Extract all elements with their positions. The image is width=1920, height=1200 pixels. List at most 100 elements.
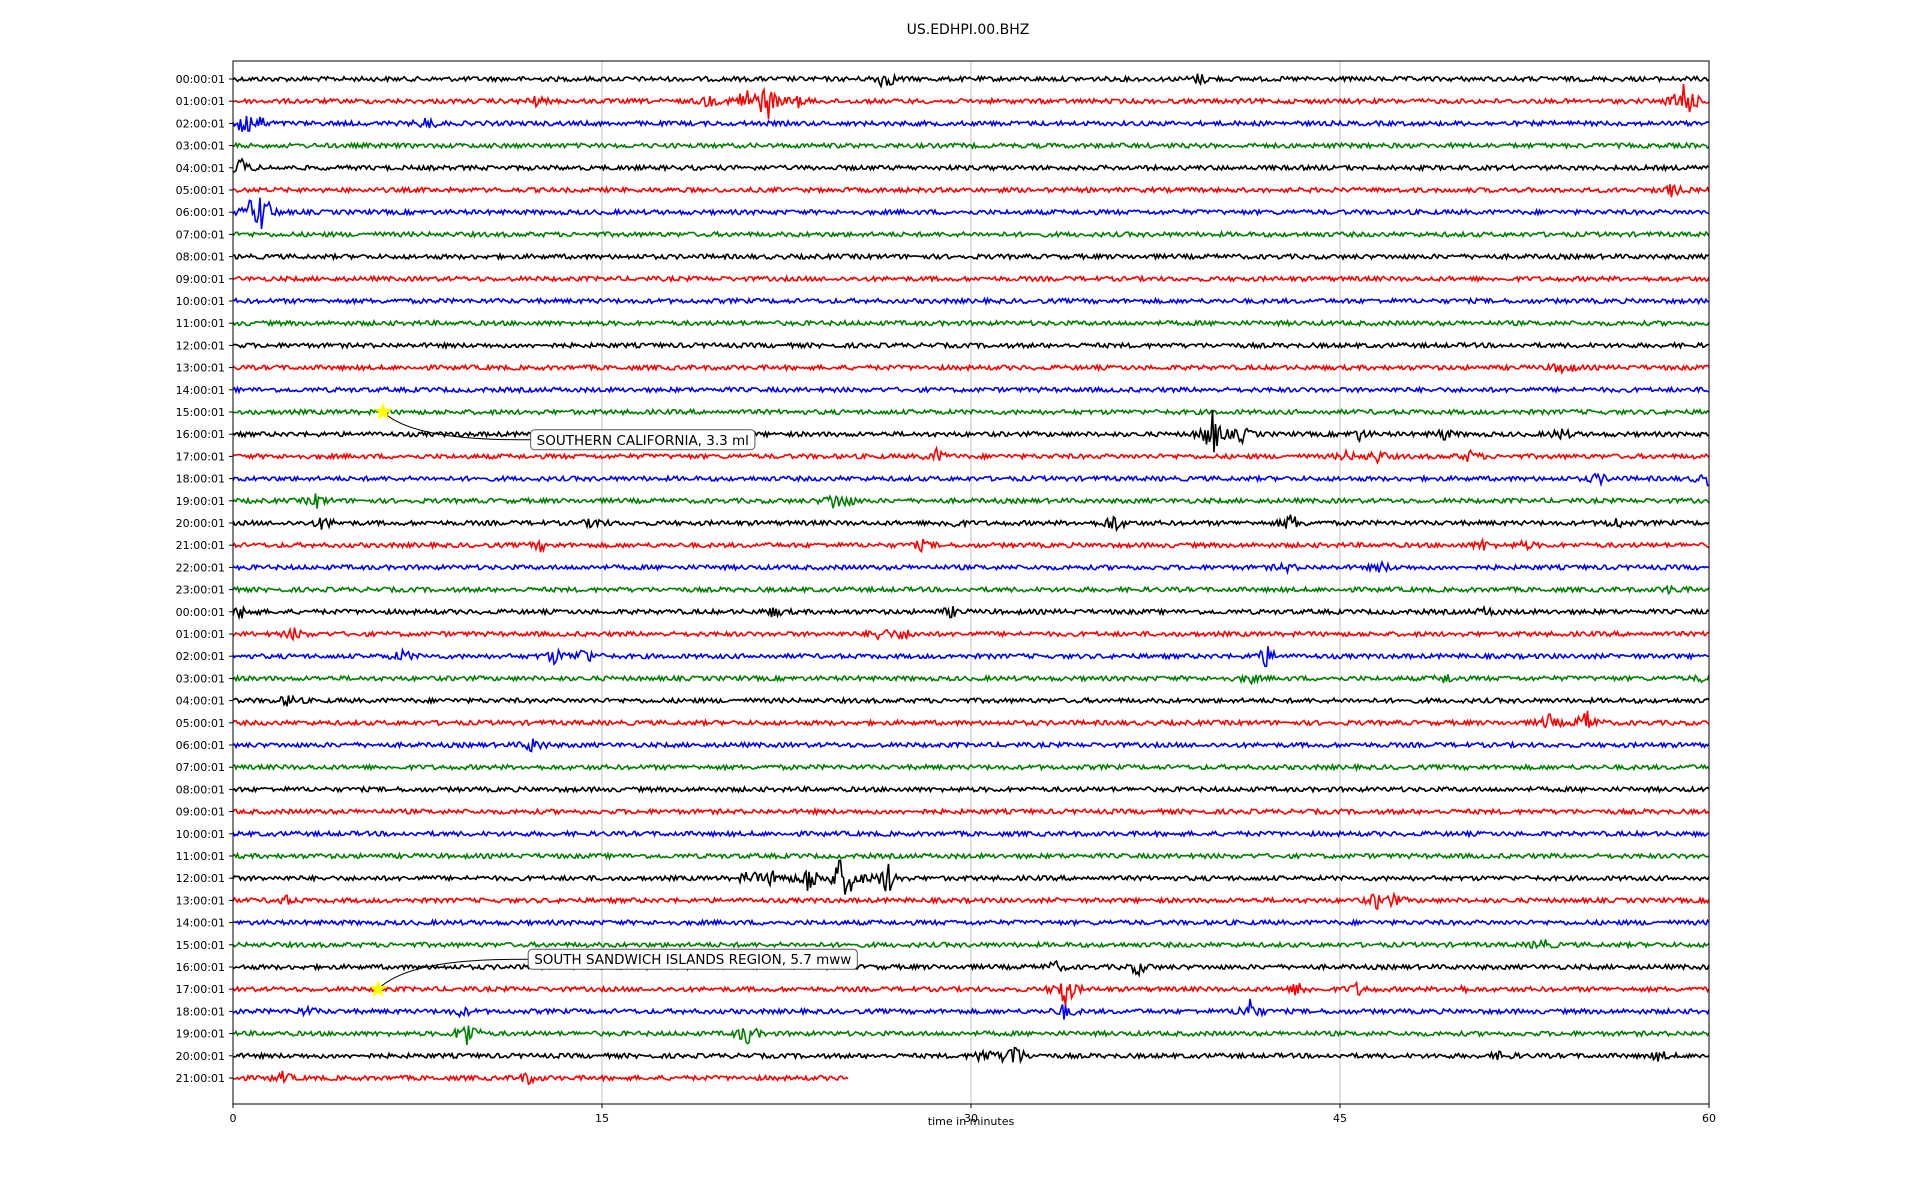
- annotation-text: SOUTHERN CALIFORNIA, 3.3 ml: [537, 433, 749, 449]
- annotation-label-0: SOUTHERN CALIFORNIA, 3.3 ml: [530, 429, 756, 451]
- trace-row-36: [232, 859, 1710, 895]
- y-tick-label: 20:00:01: [176, 517, 225, 530]
- trace-row-12: [232, 340, 1710, 351]
- y-tick-label: 04:00:01: [176, 162, 225, 175]
- trace-row-10: [232, 296, 1710, 306]
- trace-row-37: [232, 891, 1710, 911]
- chart-title: US.EDHPI.00.BHZ: [907, 22, 1030, 38]
- y-tick-label: 23:00:01: [176, 584, 225, 597]
- y-tick-label: 01:00:01: [176, 628, 225, 641]
- y-tick-label: 19:00:01: [176, 495, 225, 508]
- trace-row-42: [232, 998, 1710, 1020]
- trace-row-30: [232, 738, 1710, 753]
- trace-layer: [232, 72, 1710, 1086]
- event-star-marker-1: [369, 979, 387, 997]
- y-tick-label: 16:00:01: [176, 961, 225, 974]
- y-tick-label: 11:00:01: [176, 850, 225, 863]
- y-tick-label: 10:00:01: [176, 828, 225, 841]
- y-tick-label: 14:00:01: [176, 917, 225, 930]
- trace-row-2: [232, 115, 1710, 132]
- trace-row-5: [232, 183, 1710, 198]
- y-tick-label: 18:00:01: [176, 1005, 225, 1018]
- y-tick-label: 03:00:01: [176, 140, 225, 153]
- trace-row-20: [232, 514, 1710, 533]
- trace-row-43: [232, 1025, 1710, 1046]
- trace-row-7: [232, 229, 1710, 239]
- trace-row-11: [232, 318, 1710, 328]
- annotation-label-1: SOUTH SANDWICH ISLANDS REGION, 5.7 mww: [527, 948, 858, 970]
- x-tick-label: 45: [1333, 1112, 1347, 1125]
- trace-row-9: [232, 274, 1710, 284]
- y-tick-label: 16:00:01: [176, 428, 225, 441]
- trace-row-19: [232, 493, 1710, 509]
- trace-row-6: [232, 197, 1710, 229]
- x-axis-label: time in minutes: [928, 1115, 1015, 1128]
- y-tick-label: 12:00:01: [176, 872, 225, 885]
- trace-row-40: [232, 959, 1710, 978]
- y-tick-label: 15:00:01: [176, 939, 225, 952]
- trace-row-4: [232, 157, 1710, 173]
- y-tick-label: 02:00:01: [176, 117, 225, 130]
- trace-row-22: [232, 559, 1710, 576]
- y-tick-label: 10:00:01: [176, 295, 225, 308]
- trace-row-13: [232, 362, 1710, 376]
- trace-row-29: [232, 710, 1710, 729]
- y-tick-label: 00:00:01: [176, 73, 225, 86]
- event-annotations: SOUTHERN CALIFORNIA, 3.3 ml SOUTH SANDWIC…: [369, 402, 858, 997]
- y-tick-label: 13:00:01: [176, 362, 225, 375]
- y-tick-label: 02:00:01: [176, 650, 225, 663]
- y-tick-label: 18:00:01: [176, 473, 225, 486]
- y-tick-label: 13:00:01: [176, 894, 225, 907]
- trace-row-24: [232, 604, 1710, 621]
- trace-row-44: [232, 1046, 1710, 1065]
- y-tick-label: 09:00:01: [176, 806, 225, 819]
- trace-row-18: [232, 472, 1710, 488]
- y-tick-label: 19:00:01: [176, 1028, 225, 1041]
- x-axis-ticks: 0 15 30 45 60: [230, 1104, 1716, 1125]
- trace-row-17: [232, 445, 1710, 465]
- x-tick-label: 0: [230, 1112, 237, 1125]
- trace-row-15: [232, 407, 1710, 417]
- y-tick-label: 11:00:01: [176, 317, 225, 330]
- trace-row-0: [232, 72, 1710, 89]
- x-tick-label: 15: [595, 1112, 609, 1125]
- trace-row-28: [232, 694, 1710, 707]
- y-tick-label: 17:00:01: [176, 450, 225, 463]
- trace-row-27: [232, 673, 1710, 686]
- y-tick-label: 12:00:01: [176, 339, 225, 352]
- trace-row-3: [232, 141, 1710, 151]
- y-tick-label: 21:00:01: [176, 1072, 225, 1085]
- trace-row-41: [232, 980, 1710, 1006]
- y-tick-label: 00:00:01: [176, 606, 225, 619]
- trace-row-35: [233, 851, 1710, 861]
- trace-row-23: [232, 584, 1710, 596]
- y-tick-label: 09:00:01: [176, 273, 225, 286]
- trace-row-26: [232, 646, 1710, 668]
- y-tick-label: 15:00:01: [176, 406, 225, 419]
- x-tick-label: 30: [964, 1112, 978, 1125]
- trace-row-16: [232, 409, 1710, 453]
- annotation-box: [527, 948, 858, 970]
- y-tick-label: 14:00:01: [176, 384, 225, 397]
- trace-row-33: [232, 806, 1710, 817]
- y-tick-label: 05:00:01: [176, 717, 225, 730]
- trace-row-1: [232, 84, 1710, 120]
- y-tick-label: 04:00:01: [176, 695, 225, 708]
- annotation-text: SOUTH SANDWICH ISLANDS REGION, 5.7 mww: [534, 952, 851, 968]
- annotation-connector-0: [382, 411, 531, 441]
- trace-row-21: [232, 536, 1710, 554]
- trace-row-38: [232, 918, 1710, 928]
- trace-row-39: [232, 938, 1710, 950]
- y-axis-ticks: 00:00:01 01:00:01 02:00:01 03:00:01 04:00:01…: [176, 73, 233, 1085]
- trace-row-25: [232, 626, 1710, 642]
- trace-row-45: [232, 1070, 849, 1086]
- annotation-box: [530, 429, 756, 451]
- y-tick-label: 03:00:01: [176, 672, 225, 685]
- trace-row-32: [232, 784, 1710, 794]
- trace-row-14: [232, 385, 1710, 395]
- trace-row-8: [232, 251, 1710, 262]
- trace-row-34: [232, 829, 1710, 839]
- y-tick-label: 22:00:01: [176, 561, 225, 574]
- y-tick-label: 17:00:01: [176, 983, 225, 996]
- event-star-marker-0: [374, 402, 392, 420]
